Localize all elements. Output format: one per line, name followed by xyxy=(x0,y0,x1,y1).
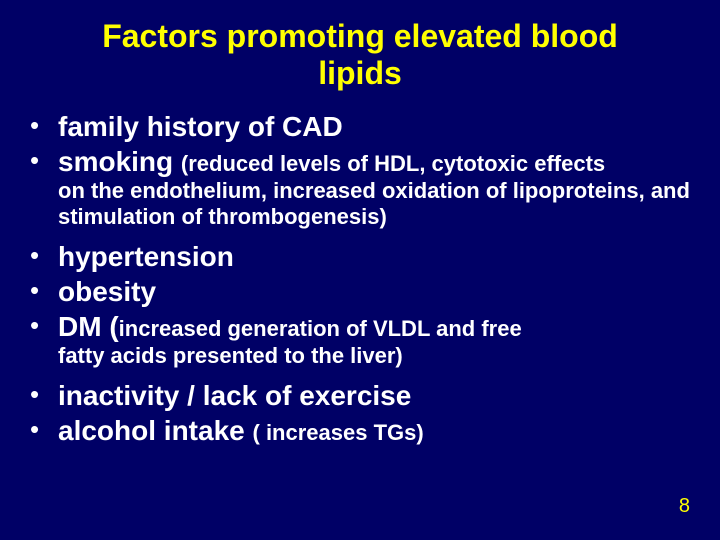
bullet-lead: alcohol intake xyxy=(58,415,253,446)
slide-title: Factors promoting elevated blood lipids xyxy=(0,0,720,106)
bullet-icon: • xyxy=(28,310,58,341)
list-item: • obesity xyxy=(28,275,692,308)
bullet-text: DM (increased generation of VLDL and fre… xyxy=(58,310,692,343)
list-item: • smoking (reduced levels of HDL, cytoto… xyxy=(28,145,692,178)
bullet-icon: • xyxy=(28,275,58,306)
bullet-icon: • xyxy=(28,145,58,176)
bullet-text: smoking (reduced levels of HDL, cytotoxi… xyxy=(58,145,692,178)
bullet-list: • family history of CAD • smoking (reduc… xyxy=(0,110,720,447)
list-item: • alcohol intake ( increases TGs) xyxy=(28,414,692,447)
bullet-text: family history of CAD xyxy=(58,110,692,143)
bullet-icon: • xyxy=(28,240,58,271)
list-item: • DM (increased generation of VLDL and f… xyxy=(28,310,692,343)
bullet-sub: ( increases TGs) xyxy=(253,420,424,445)
bullet-lead: DM ( xyxy=(58,311,119,342)
bullet-text: alcohol intake ( increases TGs) xyxy=(58,414,692,447)
list-item: • family history of CAD xyxy=(28,110,692,143)
list-item: • inactivity / lack of exercise xyxy=(28,379,692,412)
bullet-sub-cont: fatty acids presented to the liver) xyxy=(28,343,692,369)
bullet-sub-cont: on the endothelium, increased oxidation … xyxy=(28,178,692,230)
bullet-sub: (reduced levels of HDL, cytotoxic effect… xyxy=(181,151,605,176)
bullet-icon: • xyxy=(28,110,58,141)
bullet-icon: • xyxy=(28,379,58,410)
bullet-lead: smoking xyxy=(58,146,181,177)
bullet-text: obesity xyxy=(58,275,692,308)
bullet-sub: increased generation of VLDL and free xyxy=(119,316,522,341)
list-item: • hypertension xyxy=(28,240,692,273)
page-number: 8 xyxy=(679,495,690,518)
bullet-text: inactivity / lack of exercise xyxy=(58,379,692,412)
bullet-text: hypertension xyxy=(58,240,692,273)
bullet-icon: • xyxy=(28,414,58,445)
